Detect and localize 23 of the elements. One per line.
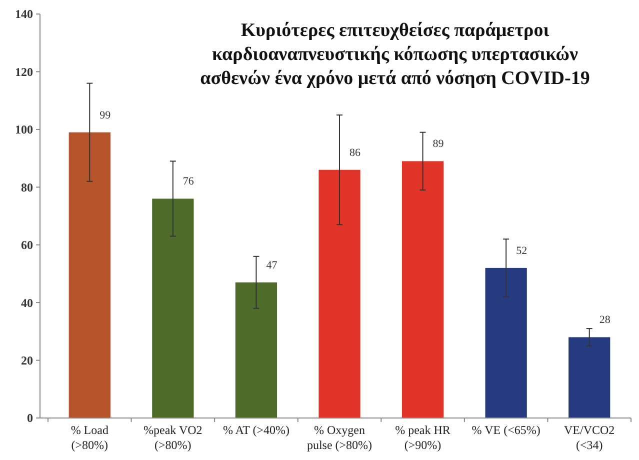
y-tick-label: 40 (21, 296, 33, 310)
data-label: 52 (516, 244, 528, 257)
y-tick-label: 140 (15, 7, 33, 22)
x-tick-label: %peak VO2 (>80%) (144, 423, 202, 452)
y-tick-label: 120 (15, 64, 33, 79)
data-label: 86 (350, 146, 361, 159)
data-label: 28 (599, 314, 611, 326)
x-tick-label: VE/VCO2 (<34) (564, 423, 615, 452)
y-tick-label: 0 (27, 411, 33, 426)
y-tick-label: 80 (21, 180, 33, 194)
x-tick-label: % Load (>80%) (70, 423, 108, 452)
data-label: 99 (100, 109, 112, 122)
x-tick-label: % VE (<65%) (472, 423, 540, 437)
y-tick-label: 60 (21, 238, 33, 252)
data-label: 76 (182, 176, 194, 188)
data-label: 47 (266, 259, 278, 272)
data-label: 89 (432, 138, 444, 150)
text: Κυριότερες επιτευχθείσες παράμετροι καρδιοαναπνευστικής κόπωσης υπερτασικών ασθενών ένα χρόνο μετά από νόσηση COVID-19 (200, 20, 590, 89)
x-tick-label: % peak HR (>90%) (395, 423, 450, 452)
x-tick-label: % Oxygen pulse (>80%) (306, 423, 372, 452)
y-tick-label: 20 (21, 353, 33, 368)
y-tick-label: 100 (15, 122, 33, 137)
x-tick-label: % AT (>40%) (222, 423, 290, 437)
